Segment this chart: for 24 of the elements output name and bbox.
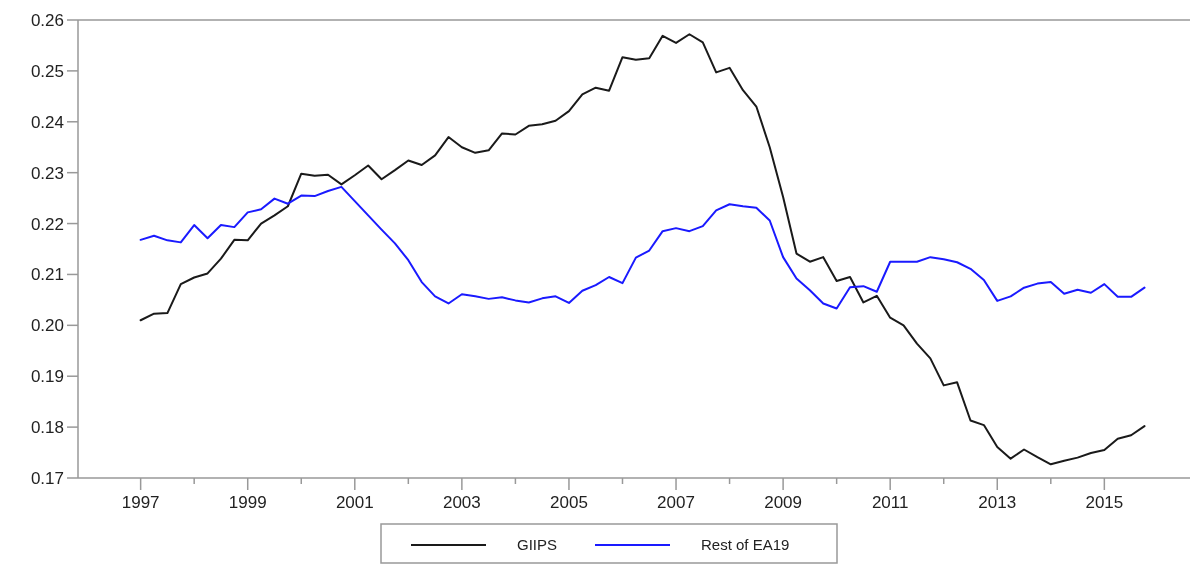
- x-tick-label: 2003: [442, 493, 481, 512]
- x-tick-label: 2001: [335, 493, 374, 512]
- y-tick-label: 0.20: [30, 316, 64, 336]
- y-tick-label: 0.22: [30, 214, 64, 234]
- y-tick-label: 0.19: [30, 367, 64, 387]
- y-tick-label: 0.25: [30, 61, 64, 81]
- y-tick-label: 0.24: [30, 112, 64, 132]
- legend-label: GIIPS: [517, 536, 558, 554]
- line-series: [139, 185, 1146, 310]
- legend-label: Rest of EA19: [701, 536, 790, 554]
- x-tick-label: 2011: [871, 493, 909, 512]
- x-tick-label: 1997: [121, 493, 160, 512]
- y-tick-label: 0.23: [30, 163, 64, 183]
- line-series: [139, 33, 1146, 466]
- x-tick-label: 2009: [764, 493, 803, 512]
- x-tick-label: 1999: [228, 493, 267, 512]
- y-tick-label: 0.26: [30, 10, 64, 30]
- x-tick-label: 2005: [550, 493, 588, 512]
- x-tick-label: 2007: [657, 493, 695, 512]
- y-tick-label: 0.18: [30, 418, 64, 438]
- x-tick-label: 2013: [978, 493, 1017, 512]
- y-tick-label: 0.17: [30, 468, 64, 488]
- x-tick-label: 2015: [1085, 493, 1124, 512]
- y-tick-label: 0.21: [30, 265, 64, 285]
